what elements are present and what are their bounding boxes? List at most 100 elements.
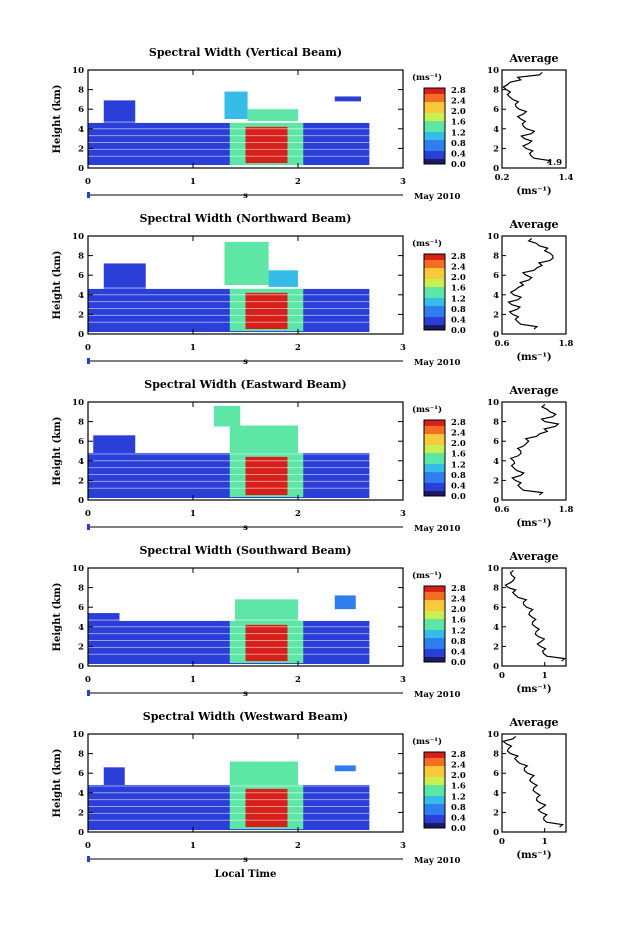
- heatmap-cell: [245, 624, 288, 662]
- colorbar-swatch: [424, 610, 445, 614]
- y-tick-label: 0: [78, 330, 84, 340]
- heatmap-cell: [247, 109, 298, 121]
- y-tick-label: 4: [78, 789, 84, 799]
- colorbar-frame: [423, 419, 446, 497]
- colorbar-swatch: [424, 773, 445, 777]
- colorbar-swatch: [424, 588, 445, 592]
- colorbar-swatch: [424, 776, 445, 780]
- colorbar-swatch: [424, 618, 445, 622]
- average-title: Average: [508, 550, 558, 563]
- colorbar-swatch: [424, 428, 445, 432]
- heatmap-cell: [245, 788, 288, 828]
- colorbar-swatch: [424, 811, 445, 815]
- colorbar-tick-label: 2.4: [451, 595, 466, 605]
- plot-frame: [87, 69, 404, 169]
- y-axis-label: Height (km): [52, 583, 63, 652]
- average-y-tick-label: 8: [493, 418, 499, 428]
- date-axis-mid-label: s: [243, 357, 248, 367]
- x-tick-label: 1: [190, 509, 196, 519]
- heatmap-cell: [93, 435, 136, 453]
- average-x-tick-label: 1.4: [559, 173, 574, 183]
- y-tick-label: 0: [78, 164, 84, 174]
- colorbar-swatch: [424, 586, 445, 590]
- colorbar-swatch: [424, 765, 445, 769]
- average-y-tick-label: 6: [493, 271, 499, 281]
- y-tick-label: 2: [78, 144, 84, 154]
- colorbar-swatch: [424, 436, 445, 440]
- panel-title: Spectral Width (Vertical Beam): [149, 46, 342, 59]
- heatmap-cell: [88, 452, 370, 499]
- heatmap-cell: [224, 91, 248, 119]
- x-tick-label: 0: [85, 343, 91, 353]
- colorbar-swatch: [424, 455, 445, 459]
- colorbar-swatch: [424, 485, 445, 489]
- average-y-tick-label: 2: [493, 476, 499, 486]
- average-x-tick-label: 1.8: [559, 339, 574, 349]
- heatmap-cell: [334, 96, 361, 102]
- colorbar-swatch: [424, 131, 445, 135]
- colorbar-swatch: [424, 321, 445, 326]
- colorbar-swatch: [424, 161, 445, 165]
- heatmap-cell: [245, 126, 288, 164]
- colorbar-swatch: [424, 136, 445, 141]
- colorbar-swatch: [424, 803, 445, 807]
- colorbar-swatch: [424, 123, 445, 127]
- colorbar-swatch: [424, 319, 445, 323]
- colorbar-tick-label: 1.2: [451, 626, 466, 636]
- y-tick-label: 4: [78, 125, 84, 135]
- average-title: Average: [508, 52, 558, 65]
- date-label: May 2010: [414, 358, 461, 368]
- colorbar-swatch: [424, 825, 445, 829]
- heatmap-cell: [214, 405, 241, 427]
- colorbar-swatch: [424, 302, 445, 307]
- colorbar-swatch: [424, 313, 445, 317]
- x-tick-label: 2: [295, 177, 301, 187]
- colorbar-swatch: [424, 613, 445, 617]
- colorbar-swatch: [424, 626, 445, 630]
- panel-title: Spectral Width (Southward Beam): [139, 544, 351, 557]
- colorbar-tick-label: 0.8: [451, 637, 466, 647]
- colorbar-swatch: [424, 602, 445, 606]
- x-tick-label: 2: [295, 343, 301, 353]
- colorbar-swatch: [424, 458, 445, 462]
- y-tick-label: 2: [78, 642, 84, 652]
- colorbar-swatch: [424, 591, 445, 595]
- heatmap-cell: [229, 761, 298, 785]
- colorbar-swatch: [424, 449, 445, 454]
- colorbar-swatch: [424, 624, 445, 628]
- colorbar-swatch: [424, 109, 445, 113]
- colorbar-swatch: [424, 297, 445, 301]
- colorbar-tick-label: 2.4: [451, 263, 466, 273]
- heatmap-cell: [224, 241, 269, 285]
- colorbar-swatch: [424, 422, 445, 426]
- colorbar-swatch: [424, 115, 445, 119]
- colorbar-swatch: [424, 822, 445, 826]
- x-tick-label: 0: [85, 841, 91, 851]
- colorbar-tick-label: 0.0: [451, 492, 466, 502]
- colorbar-swatch: [424, 640, 445, 644]
- heatmap-cell: [88, 122, 370, 166]
- x-tick-label: 3: [400, 343, 406, 353]
- average-y-tick-label: 0: [493, 828, 499, 838]
- colorbar-swatch: [424, 273, 445, 277]
- average-y-tick-label: 0: [493, 662, 499, 672]
- average-frame: [501, 235, 567, 335]
- colorbar-swatch: [424, 262, 445, 266]
- x-tick-label: 0: [85, 675, 91, 685]
- average-x-tick-label: 0.6: [495, 505, 510, 515]
- colorbar-swatch: [424, 493, 445, 497]
- colorbar-swatch: [424, 596, 445, 601]
- colorbar-swatch: [424, 637, 445, 641]
- average-y-tick-label: 8: [493, 584, 499, 594]
- y-tick-label: 8: [78, 86, 84, 96]
- colorbar-swatch: [424, 634, 445, 639]
- colorbar-tick-label: 2.4: [451, 429, 466, 439]
- x-tick-label: 1: [190, 675, 196, 685]
- colorbar-tick-label: 2.0: [451, 771, 466, 781]
- y-tick-label: 2: [78, 808, 84, 818]
- colorbar-swatch: [424, 468, 445, 473]
- colorbar-swatch: [424, 283, 445, 288]
- average-y-tick-label: 10: [487, 564, 499, 574]
- colorbar-tick-label: 0.4: [451, 315, 466, 325]
